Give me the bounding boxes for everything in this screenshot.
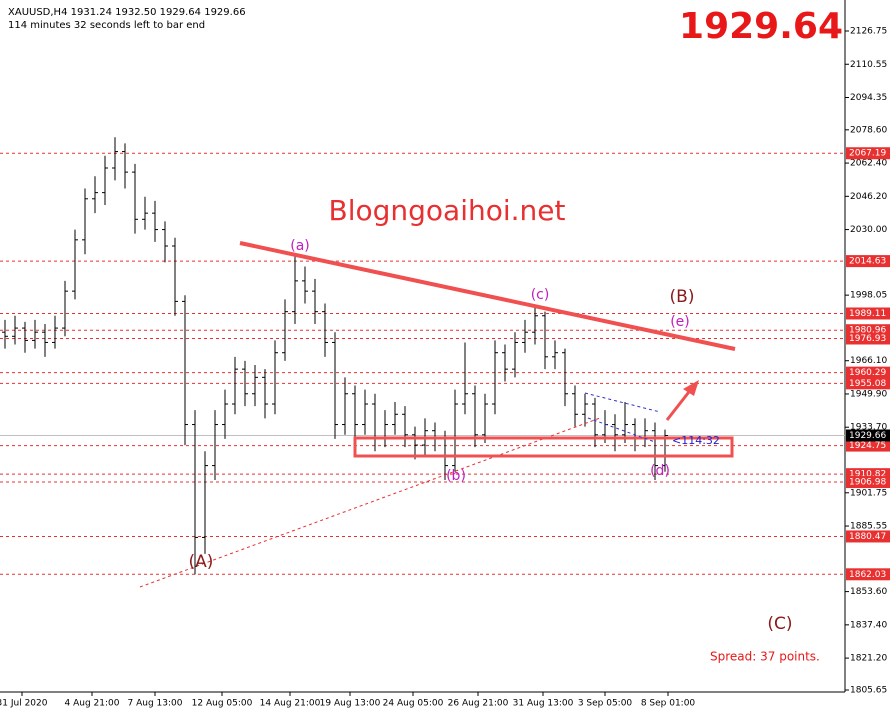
countdown: <114:32 <box>672 434 720 447</box>
y-tick-label: 2062.40 <box>850 159 887 169</box>
level-label-box <box>846 255 890 268</box>
y-tick-label: 1837.40 <box>850 620 887 630</box>
y-tick-label: 1933.70 <box>850 423 887 433</box>
timer-line: 114 minutes 32 seconds left to bar end <box>8 20 205 31</box>
level-label: 1906.98 <box>849 478 886 488</box>
arrow-shaft <box>665 387 694 421</box>
wave-label: (b) <box>446 468 466 484</box>
wave-label: (c) <box>531 287 550 303</box>
level-label-box <box>846 476 890 489</box>
arrow-head <box>683 380 699 396</box>
x-tick-label: 24 Aug 05:00 <box>383 699 444 709</box>
wave-label: (C) <box>767 614 792 634</box>
x-tick-label: 8 Sep 01:00 <box>641 699 696 709</box>
level-label: 1955.08 <box>849 379 886 389</box>
triangle-upper-line <box>239 241 736 351</box>
y-tick-label: 2094.35 <box>850 93 887 103</box>
spread: Spread: 37 points. <box>710 650 820 664</box>
y-tick-label: 2030.00 <box>850 225 887 235</box>
current-price-box <box>846 429 890 442</box>
level-label-box <box>846 377 890 390</box>
x-tick-label: 26 Aug 21:00 <box>448 699 509 709</box>
wave-label: (B) <box>670 287 695 307</box>
y-tick-label: 2126.75 <box>850 27 887 37</box>
symbol-line: XAUUSD,H4 1931.24 1932.50 1929.64 1929.6… <box>8 7 246 18</box>
x-tick-label: 19 Aug 13:00 <box>320 699 381 709</box>
x-tick-label: 31 Aug 13:00 <box>513 699 574 709</box>
current-price-label: 1929.66 <box>849 431 886 441</box>
level-label: 1980.96 <box>849 326 886 336</box>
y-tick-label: 1966.10 <box>850 356 887 366</box>
level-label-box <box>846 307 890 320</box>
level-label: 1989.11 <box>849 309 886 319</box>
x-tick-label: 4 Aug 21:00 <box>65 699 120 709</box>
level-label-box <box>846 366 890 379</box>
level-label-box <box>846 332 890 345</box>
x-tick-label: 3 Sep 05:00 <box>578 699 633 709</box>
level-label: 1976.93 <box>849 334 886 344</box>
y-tick-label: 1901.75 <box>850 488 887 498</box>
drawings <box>139 241 736 588</box>
x-tick-label: 12 Aug 05:00 <box>192 699 253 709</box>
level-label: 1862.03 <box>849 570 886 580</box>
wave-label: (d) <box>650 463 670 479</box>
y-tick-label: 2078.60 <box>850 125 887 135</box>
level-label: 1880.47 <box>849 532 886 542</box>
x-tick-label: 31 Jul 2020 <box>0 699 48 709</box>
level-label-box <box>846 439 890 452</box>
wave-label: (A) <box>189 552 214 572</box>
x-tick-label: 14 Aug 21:00 <box>260 699 321 709</box>
triangle-lower-line <box>139 417 601 588</box>
y-tick-label: 1805.65 <box>850 686 887 696</box>
level-label: 1924.75 <box>849 441 886 451</box>
level-label-box <box>846 530 890 543</box>
level-label: 1910.82 <box>849 470 886 480</box>
wave-label: (e) <box>670 314 690 330</box>
y-tick-label: 1853.60 <box>850 587 887 597</box>
y-tick-label: 2046.20 <box>850 192 887 202</box>
level-label: 2014.63 <box>849 257 886 267</box>
level-label-box <box>846 568 890 581</box>
watermark: Blogngoaihoi.net <box>329 194 566 227</box>
y-tick-label: 1998.05 <box>850 291 887 301</box>
level-label: 1960.29 <box>849 368 886 378</box>
level-label-box <box>846 147 890 160</box>
big-price: 1929.64 <box>679 6 843 47</box>
x-tick-label: 7 Aug 13:00 <box>128 699 183 709</box>
y-tick-label: 1821.20 <box>850 654 887 664</box>
plot-layer <box>0 137 845 575</box>
y-tick-label: 1949.90 <box>850 389 887 399</box>
level-label: 2067.19 <box>849 149 886 159</box>
support-box <box>353 436 734 458</box>
y-tick-label: 1885.55 <box>850 522 887 532</box>
channel-line <box>584 392 661 413</box>
wave-label: (a) <box>290 238 310 254</box>
y-tick-label: 2110.55 <box>850 60 887 70</box>
